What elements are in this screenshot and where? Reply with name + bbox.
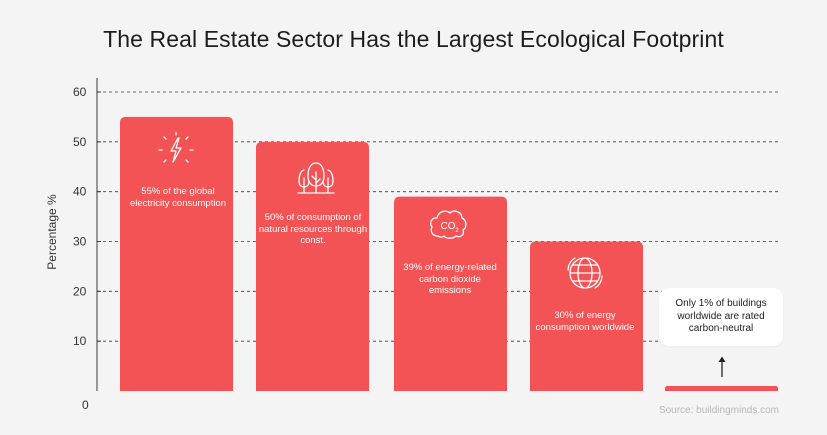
arrow-up-icon — [718, 356, 726, 377]
svg-text:CO: CO — [441, 221, 456, 232]
chart-title: The Real Estate Sector Has the Largest E… — [103, 26, 724, 52]
lightning-icon — [158, 132, 194, 163]
y-axis-label: Percentage % — [45, 194, 59, 270]
bar-electricity — [120, 116, 233, 392]
callout-text: Only 1% of buildings worldwide are rated… — [675, 298, 767, 335]
svg-text:2: 2 — [455, 228, 459, 234]
bar-carbon-neutral — [665, 386, 778, 391]
y-tick-label-30: 30 — [73, 235, 87, 249]
trees-icon — [297, 162, 335, 194]
y-tick-label-60: 60 — [73, 85, 87, 99]
bar-label-co2: 39% of energy-related carbon dioxide emi… — [403, 262, 497, 296]
bar-label-energy: 30% of energy consumption worldwide — [535, 310, 635, 333]
y-tick-label-10: 10 — [73, 334, 87, 348]
co2-cloud-icon: CO 2 — [430, 210, 467, 239]
globe-icon — [567, 257, 603, 289]
source-note: Source: buildingminds.com — [658, 405, 779, 416]
bar-resources — [256, 141, 369, 391]
y-tick-label-50: 50 — [73, 135, 87, 149]
carbon-neutral-callout: Only 1% of buildings worldwide are rated… — [659, 288, 783, 346]
bar-label-resources: 50% of consumption of natural resources … — [258, 212, 368, 246]
y-tick-label-40: 40 — [73, 185, 87, 199]
bar-co2 — [394, 196, 507, 391]
y-tick-label-20: 20 — [73, 284, 87, 298]
y-tick-label-0: 0 — [82, 398, 89, 412]
bar-label-electricity: 55% of the global electricity consumptio… — [129, 186, 227, 209]
bar-energy — [530, 241, 643, 391]
